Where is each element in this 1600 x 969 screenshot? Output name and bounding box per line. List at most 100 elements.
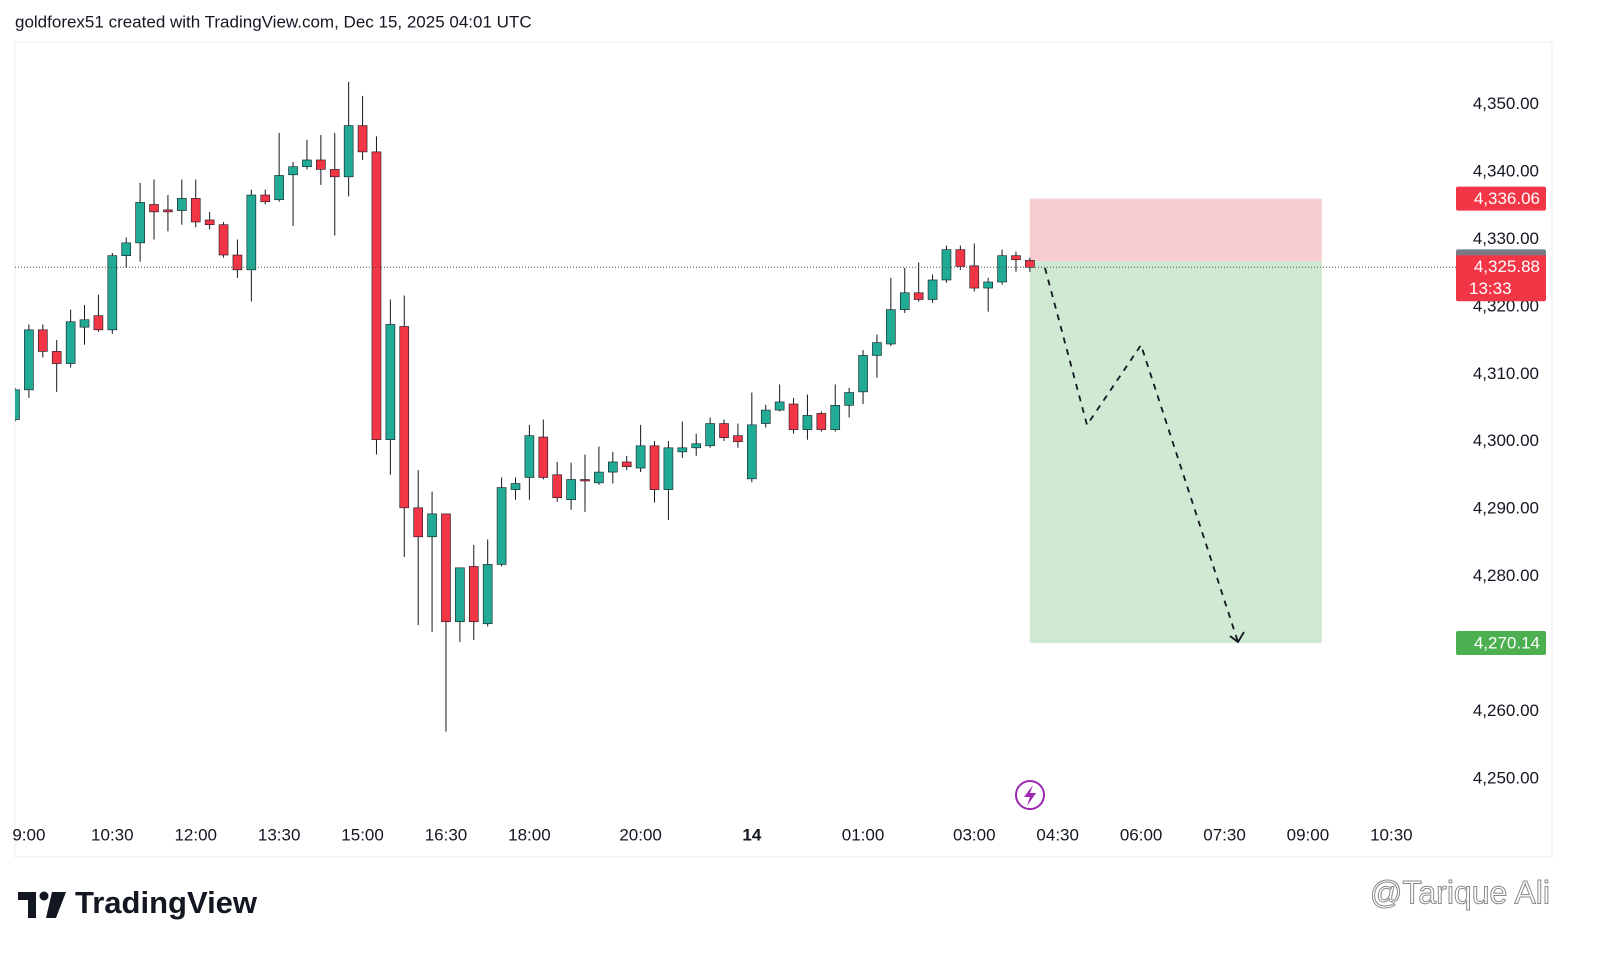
x-tick-label: 10:30 — [91, 825, 134, 844]
stop-label: 4,336.06 — [1474, 189, 1540, 208]
stop-box — [1456, 186, 1546, 211]
candle-body — [357, 125, 368, 153]
y-tick-label: 4,260.00 — [1473, 701, 1539, 720]
candle-body — [232, 254, 243, 271]
candle-body — [955, 249, 966, 267]
candle-body — [149, 204, 159, 213]
candle-body — [246, 194, 257, 271]
candle-body — [371, 151, 382, 441]
candle-body — [983, 281, 993, 289]
candle-body — [302, 159, 312, 168]
candle-body — [24, 329, 34, 391]
candle-body — [107, 255, 118, 331]
candle-body — [705, 423, 715, 447]
candle-body — [997, 255, 1007, 283]
candle-body — [802, 415, 813, 430]
candle-body — [441, 513, 451, 623]
candle-body — [385, 324, 396, 441]
candle-body — [15, 389, 20, 420]
x-tick-label: 9:00 — [12, 825, 45, 844]
candle-body — [844, 392, 854, 406]
stop-zone — [1029, 198, 1322, 262]
candle-body — [594, 471, 604, 484]
last-price-label: 4,325.88 — [1474, 257, 1540, 276]
candle-body — [316, 159, 326, 170]
candle-body — [886, 309, 896, 345]
x-tick-label: 20:00 — [619, 825, 662, 844]
candle-body — [635, 445, 646, 469]
candle-body — [691, 443, 702, 449]
candle-body — [427, 513, 437, 538]
candle-body — [663, 447, 674, 490]
y-tick-label: 4,350.00 — [1473, 94, 1539, 113]
candle-body — [135, 202, 145, 244]
candle-body — [927, 279, 938, 300]
y-tick-label: 4,280.00 — [1473, 566, 1539, 585]
x-tick-label: 06:00 — [1120, 825, 1163, 844]
candle-body — [621, 461, 632, 467]
candle-body — [566, 479, 576, 501]
watermark: @Tarique Ali — [1370, 874, 1550, 910]
candle-body — [399, 326, 410, 509]
candle-body — [1025, 260, 1035, 268]
candle-body — [51, 351, 62, 364]
candle-body — [760, 409, 771, 424]
y-tick-label: 4,330.00 — [1473, 229, 1539, 248]
x-tick-label: 07:30 — [1203, 825, 1246, 844]
x-tick-label: 01:00 — [842, 825, 885, 844]
x-tick-label: 13:30 — [258, 825, 301, 844]
candle-body — [65, 321, 76, 364]
x-tick-label: 04:30 — [1036, 825, 1079, 844]
x-tick-label: 12:00 — [174, 825, 217, 844]
candle-body — [190, 198, 201, 223]
candle-body — [329, 169, 340, 178]
candle-body — [121, 242, 132, 256]
candle-body — [79, 319, 90, 328]
brand-logo — [18, 891, 66, 918]
candle-body — [677, 447, 688, 453]
projection-arrowhead — [1229, 631, 1245, 644]
candle-body — [788, 403, 799, 430]
candle-body — [941, 249, 952, 281]
candle-body — [719, 423, 729, 439]
brand-name: TradingView — [75, 885, 258, 920]
candle-body — [204, 219, 215, 225]
x-tick-label: 14 — [742, 825, 761, 844]
candle-body — [774, 401, 785, 411]
candle-body — [552, 474, 562, 498]
candle-body — [413, 507, 423, 538]
axes: 4,250.004,260.004,270.004,280.004,290.00… — [12, 94, 1539, 844]
candle-body — [524, 435, 535, 478]
candle-body — [1011, 255, 1021, 261]
candle-body — [538, 436, 549, 478]
target-box — [1456, 631, 1546, 656]
candle-body — [482, 564, 493, 625]
candle-body — [816, 413, 827, 430]
x-tick-label: 09:00 — [1287, 825, 1330, 844]
candle-body — [496, 487, 507, 565]
candle-body — [747, 424, 757, 480]
x-tick-label: 18:00 — [508, 825, 551, 844]
event-bolt — [1024, 785, 1036, 806]
candle-body — [93, 315, 104, 331]
candle-body — [38, 329, 48, 352]
y-tick-label: 4,290.00 — [1473, 499, 1539, 518]
candle-body — [969, 265, 980, 289]
y-tick-label: 4,310.00 — [1473, 364, 1539, 383]
y-tick-label: 4,340.00 — [1473, 162, 1539, 181]
candle-body — [830, 405, 841, 430]
candle-body — [163, 209, 173, 213]
candle-body — [580, 479, 590, 482]
candle-body — [274, 175, 284, 201]
x-tick-label: 15:00 — [341, 825, 384, 844]
candle-body — [343, 125, 354, 178]
last-price-box — [1456, 255, 1546, 302]
target-zone — [1029, 261, 1322, 644]
candle-body — [872, 342, 882, 356]
candle-body — [733, 435, 743, 443]
candle-body — [288, 166, 298, 176]
target-label: 4,270.14 — [1474, 634, 1540, 653]
candle-body — [455, 567, 465, 623]
y-tick-label: 4,300.00 — [1473, 431, 1539, 450]
